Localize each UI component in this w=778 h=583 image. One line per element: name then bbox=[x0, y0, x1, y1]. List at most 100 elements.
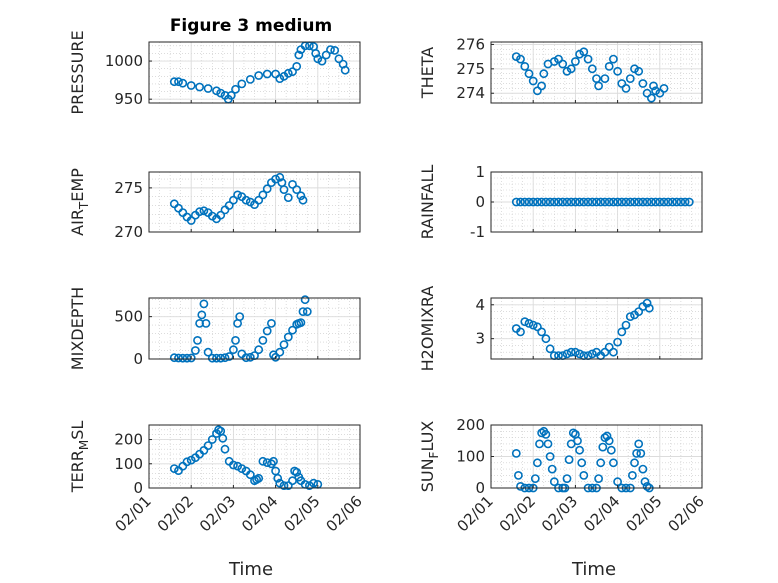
data-point bbox=[602, 431, 612, 441]
data-point bbox=[203, 441, 213, 450]
data-point bbox=[269, 456, 278, 466]
data-point bbox=[228, 345, 238, 355]
data-point bbox=[262, 184, 272, 194]
data-point bbox=[511, 448, 521, 458]
data-point bbox=[638, 79, 648, 88]
data-point bbox=[596, 458, 606, 468]
data-point bbox=[190, 346, 200, 355]
data-point bbox=[216, 353, 226, 363]
data-point bbox=[573, 436, 582, 446]
data-point bbox=[547, 464, 557, 474]
data-point bbox=[275, 172, 285, 182]
data-point bbox=[545, 452, 555, 461]
data-point bbox=[516, 327, 525, 337]
data-point bbox=[271, 352, 280, 362]
x-tick-label: 02/02 bbox=[496, 492, 539, 535]
data-point bbox=[235, 312, 245, 321]
data-point bbox=[630, 197, 639, 207]
data-point bbox=[266, 318, 276, 328]
data-point bbox=[562, 474, 572, 483]
data-point bbox=[594, 474, 603, 483]
data-point bbox=[634, 66, 644, 76]
data-point bbox=[632, 448, 641, 458]
data-point bbox=[203, 84, 213, 93]
x-axis-label-left: Time bbox=[228, 559, 273, 580]
y-tick-label: 950 bbox=[114, 90, 143, 108]
data-point bbox=[642, 298, 652, 308]
y-tick-label: 100 bbox=[456, 448, 485, 466]
data-point bbox=[292, 467, 302, 477]
data-point bbox=[258, 335, 268, 345]
data-point bbox=[606, 445, 616, 455]
data-point bbox=[528, 197, 538, 207]
data-point bbox=[539, 69, 549, 79]
data-point bbox=[340, 65, 350, 75]
data-point bbox=[169, 77, 179, 87]
data-point bbox=[524, 197, 534, 207]
data-point bbox=[296, 191, 306, 201]
data-point bbox=[613, 66, 622, 76]
data-point bbox=[520, 317, 530, 327]
data-point bbox=[528, 76, 538, 86]
data-point bbox=[609, 197, 618, 207]
data-point bbox=[575, 445, 584, 455]
x-tick-label: 02/01 bbox=[454, 492, 497, 535]
data-point bbox=[575, 197, 584, 207]
data-point bbox=[636, 448, 646, 458]
y-axis-label: H2OMIXRA bbox=[418, 286, 437, 372]
data-point bbox=[537, 81, 546, 91]
data-point bbox=[541, 197, 551, 207]
data-point bbox=[514, 470, 523, 480]
data-point bbox=[245, 352, 255, 362]
x-tick-label: 02/05 bbox=[280, 492, 323, 535]
data-point bbox=[625, 74, 635, 83]
data-point bbox=[241, 195, 251, 205]
data-point bbox=[207, 353, 217, 363]
data-point bbox=[554, 197, 563, 207]
data-point bbox=[663, 197, 673, 207]
data-point bbox=[533, 458, 542, 468]
data-point bbox=[254, 345, 264, 355]
data-point bbox=[647, 93, 656, 103]
data-point bbox=[283, 332, 293, 342]
data-point bbox=[233, 190, 242, 200]
x-tick-label: 02/03 bbox=[538, 492, 581, 535]
data-point bbox=[330, 46, 340, 55]
x-tick-label: 02/02 bbox=[154, 492, 197, 535]
data-point bbox=[609, 347, 618, 357]
data-point bbox=[201, 318, 211, 328]
x-tick-label: 02/06 bbox=[323, 492, 366, 535]
data-point bbox=[566, 197, 576, 207]
data-point bbox=[549, 477, 559, 487]
data-point bbox=[638, 464, 648, 474]
data-point bbox=[592, 197, 601, 207]
y-tick-label: 200 bbox=[114, 431, 143, 449]
data-point bbox=[672, 197, 682, 207]
data-point bbox=[186, 216, 196, 225]
data-point bbox=[169, 353, 179, 363]
data-point bbox=[609, 458, 618, 468]
data-point bbox=[545, 344, 555, 354]
data-point bbox=[218, 433, 228, 443]
data-point bbox=[533, 322, 542, 332]
data-point bbox=[296, 318, 306, 327]
data-point bbox=[186, 81, 196, 90]
y-axis-label: PRESSURE bbox=[68, 30, 87, 114]
data-point bbox=[579, 197, 589, 207]
data-point bbox=[520, 197, 530, 207]
data-point bbox=[292, 185, 302, 194]
data-point bbox=[575, 349, 584, 359]
data-point bbox=[583, 54, 593, 64]
data-point bbox=[174, 353, 183, 363]
x-tick-label: 02/06 bbox=[665, 492, 708, 535]
axes-box bbox=[148, 171, 361, 233]
data-point bbox=[617, 197, 627, 207]
data-point bbox=[288, 67, 297, 77]
data-point bbox=[288, 325, 297, 335]
axes-box bbox=[148, 297, 361, 360]
data-point bbox=[659, 197, 669, 207]
data-point bbox=[566, 347, 576, 357]
